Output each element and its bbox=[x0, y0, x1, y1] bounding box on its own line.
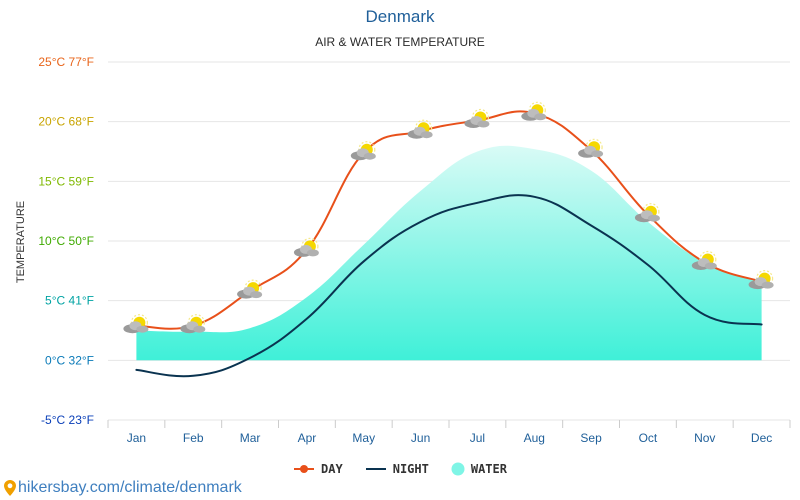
source-link-text: hikersbay.com/climate/denmark bbox=[18, 479, 242, 496]
day-point-partly-cloudy-icon bbox=[123, 314, 149, 334]
x-tick-label: Oct bbox=[639, 431, 658, 445]
x-tick-label: Jan bbox=[127, 431, 146, 445]
x-tick-labels: Jan Feb Mar Apr May Jun Jul Aug Sep Oct Nov Dec bbox=[127, 431, 773, 445]
legend-item-water[interactable]: WATER bbox=[451, 462, 507, 476]
x-tick-label: Jun bbox=[411, 431, 430, 445]
x-tick-label: Nov bbox=[694, 431, 715, 445]
y-tick-label: 15°C 59°F bbox=[38, 174, 94, 188]
day-point-partly-cloudy-icon bbox=[634, 203, 660, 223]
legend-day-label: DAY bbox=[321, 462, 343, 476]
legend-item-night[interactable]: NIGHT bbox=[365, 462, 429, 476]
series-line-night bbox=[135, 194, 763, 378]
legend-day-marker-icon bbox=[294, 465, 315, 473]
day-point-partly-cloudy-icon bbox=[237, 279, 263, 299]
legend-night-label: NIGHT bbox=[392, 462, 429, 476]
day-point-partly-cloudy-icon bbox=[350, 141, 376, 161]
water-area bbox=[136, 145, 762, 361]
day-point-partly-cloudy-icon bbox=[748, 270, 774, 290]
day-point-partly-cloudy-icon bbox=[578, 138, 604, 158]
y-tick-labels: 25°C 77°F 20°C 68°F 15°C 59°F 10°C 50°F 5°C … bbox=[38, 55, 94, 427]
x-tick-label: Aug bbox=[524, 431, 545, 445]
chart-title: Denmark bbox=[365, 7, 435, 26]
day-point-partly-cloudy-icon bbox=[407, 119, 433, 139]
legend-water-marker-icon bbox=[451, 462, 465, 476]
day-point-partly-cloudy-icon bbox=[464, 108, 490, 128]
map-pin-icon bbox=[4, 480, 16, 496]
x-tick-label: Jul bbox=[470, 431, 485, 445]
legend-water-label: WATER bbox=[470, 462, 507, 476]
day-point-partly-cloudy-icon bbox=[521, 101, 547, 121]
y-tick-label: 0°C 32°F bbox=[45, 353, 94, 367]
x-tick-label: Sep bbox=[580, 431, 602, 445]
water-area-layer bbox=[136, 145, 762, 361]
x-tick-label: Feb bbox=[183, 431, 204, 445]
y-tick-label: 25°C 77°F bbox=[38, 55, 94, 69]
day-point-partly-cloudy-icon bbox=[691, 250, 717, 270]
chart-subtitle: AIR & WATER TEMPERATURE bbox=[315, 35, 485, 49]
legend-item-day[interactable]: DAY bbox=[293, 462, 343, 476]
weather-icons-layer bbox=[123, 101, 774, 334]
day-point-partly-cloudy-icon bbox=[293, 237, 319, 257]
x-tick-label: Mar bbox=[240, 431, 261, 445]
y-tick-label: 5°C 41°F bbox=[45, 294, 94, 308]
source-link[interactable]: hikersbay.com/climate/denmark bbox=[4, 479, 242, 497]
x-tick-label: Apr bbox=[298, 431, 317, 445]
grid-lines bbox=[107, 61, 791, 428]
y-tick-label: 10°C 50°F bbox=[38, 234, 94, 248]
legend-night-marker-icon bbox=[365, 468, 386, 470]
day-point-partly-cloudy-icon bbox=[180, 314, 206, 334]
y-tick-label: -5°C 23°F bbox=[41, 413, 94, 427]
x-tick-label: May bbox=[352, 431, 375, 445]
chart-legend: DAY NIGHT WATER bbox=[0, 462, 800, 476]
y-tick-label: 20°C 68°F bbox=[38, 115, 94, 129]
temperature-chart: 25°C 77°F 20°C 68°F 15°C 59°F 10°C 50°F 5°C … bbox=[38, 55, 791, 445]
x-tick-label: Dec bbox=[751, 431, 772, 445]
